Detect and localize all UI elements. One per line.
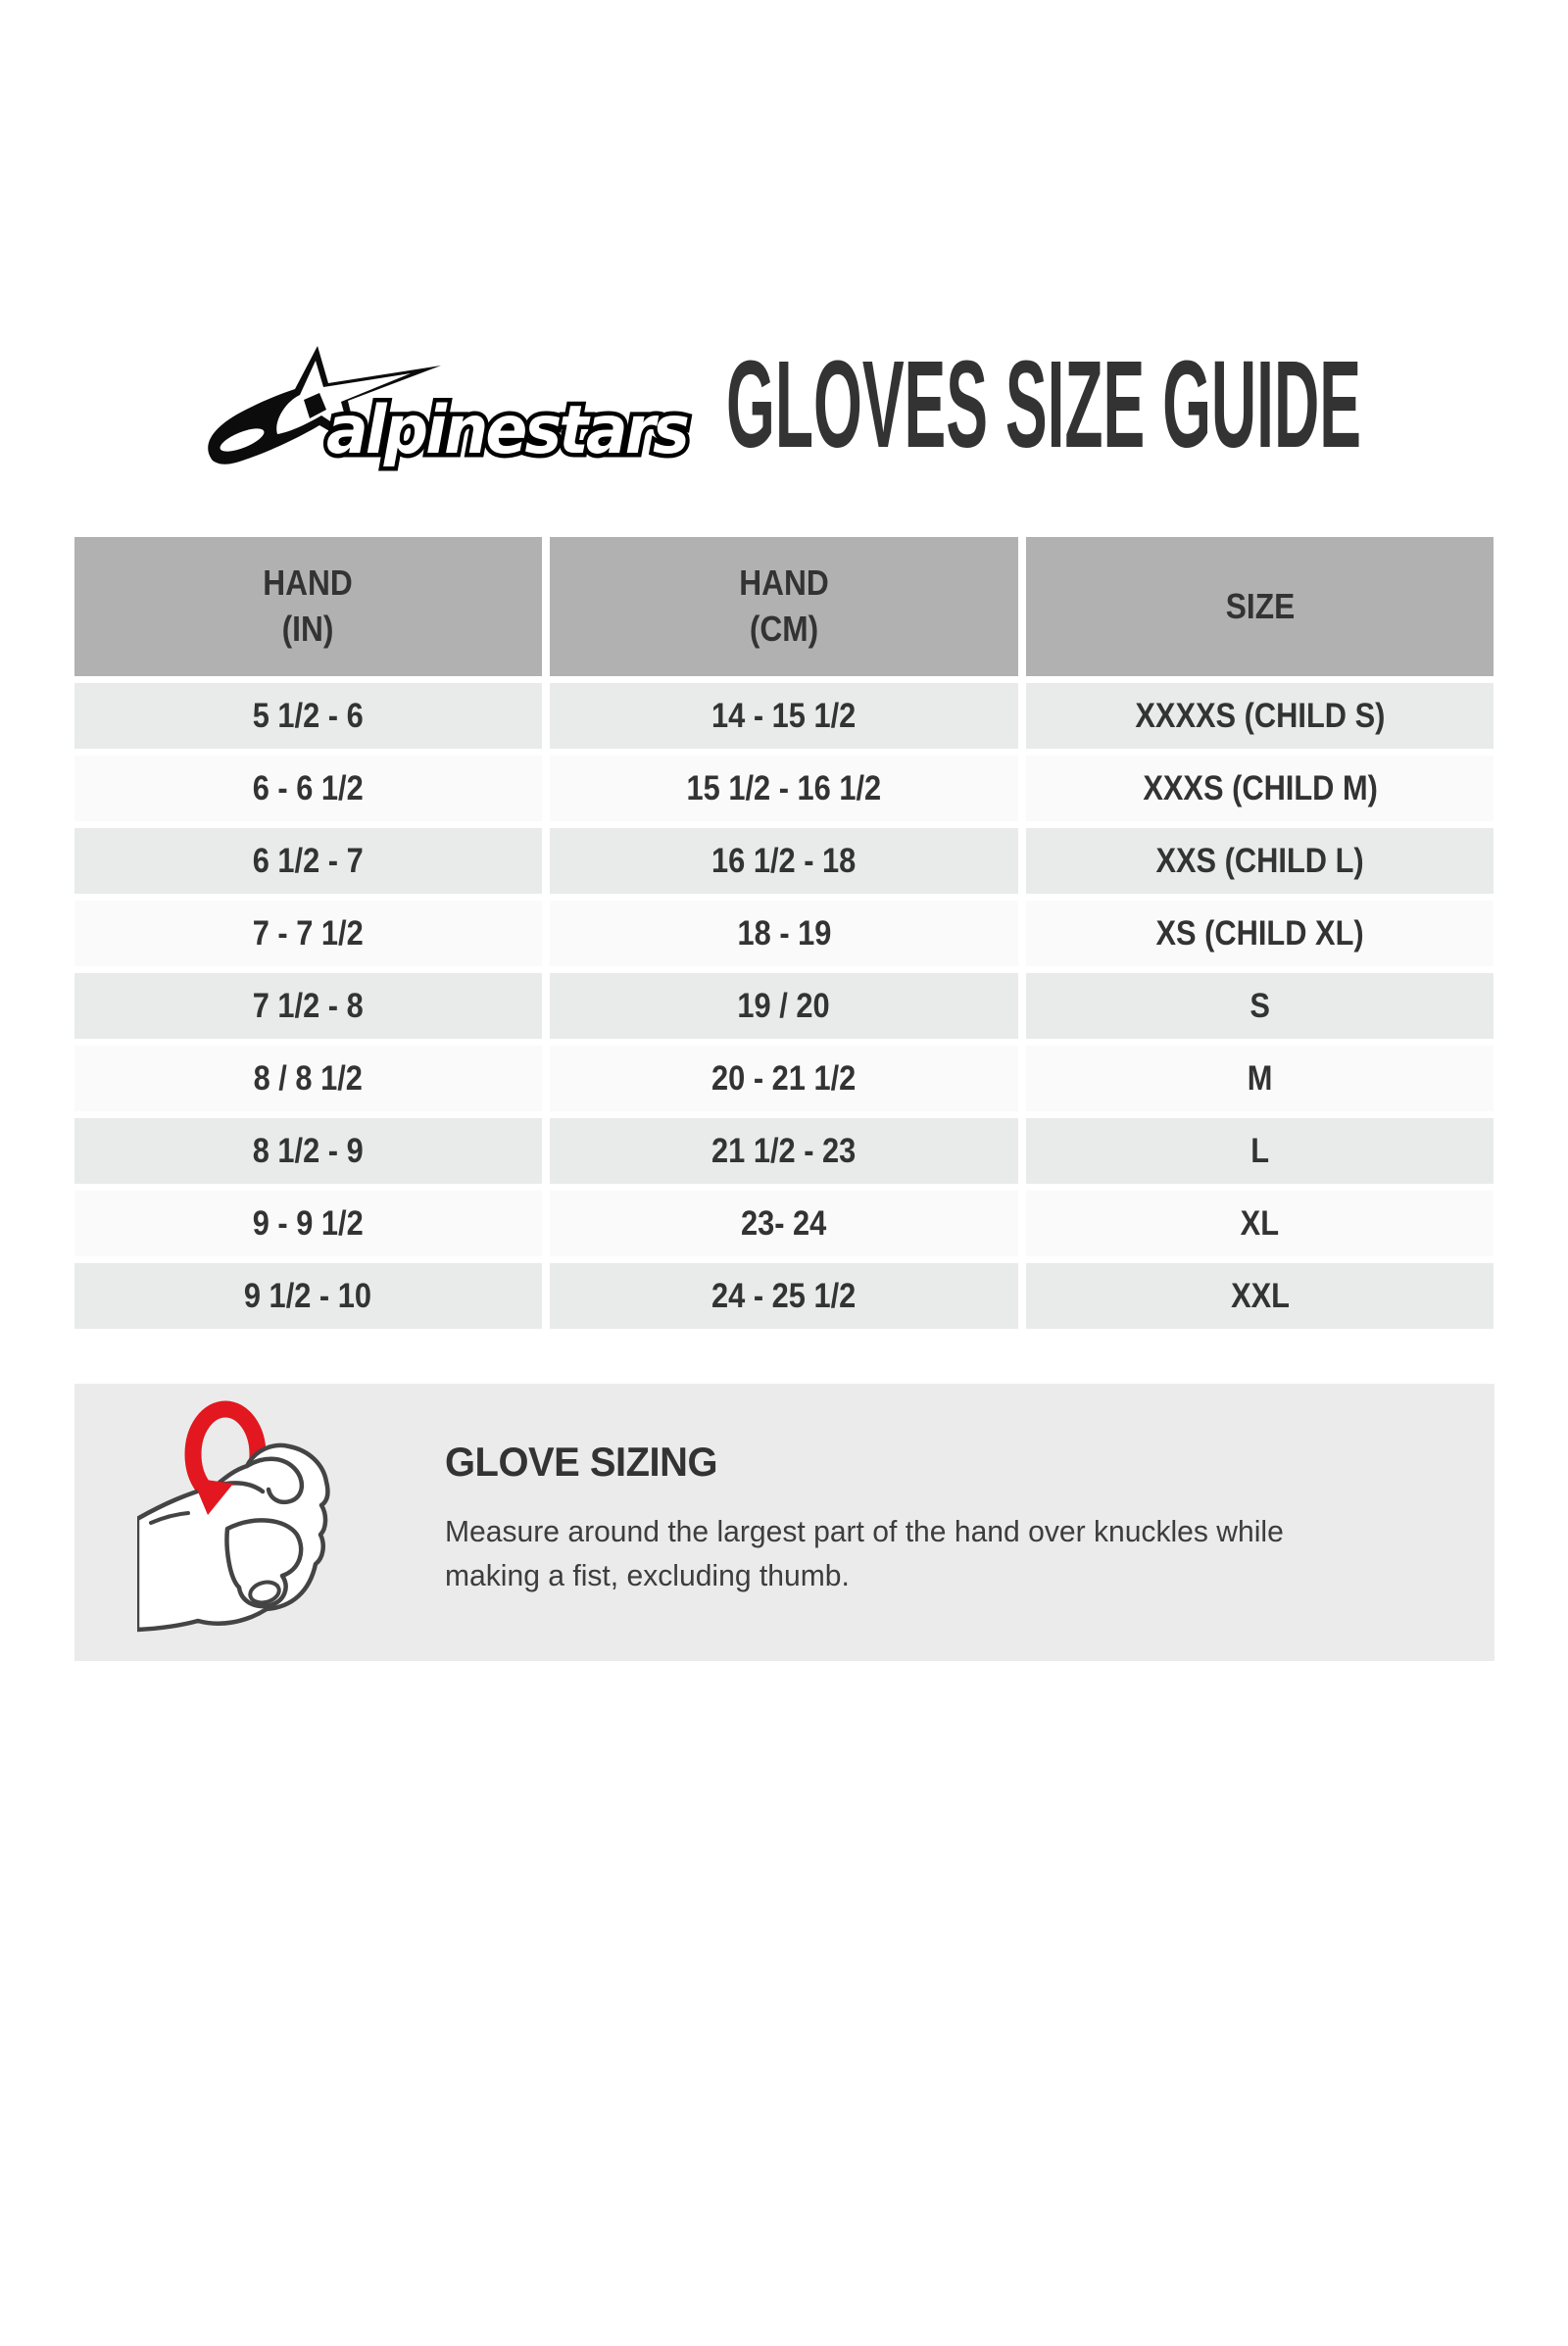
table-cell-size: L (1025, 1118, 1494, 1184)
alpinestars-logo-icon: alpinestars (203, 339, 695, 484)
table-cell-size: XXXS (CHILD M) (1025, 756, 1494, 821)
table-cell-size: M (1025, 1046, 1494, 1111)
table-cell-size: XS (CHILD XL) (1025, 901, 1494, 966)
table-cell-hand_in: 7 1/2 - 8 (74, 973, 543, 1039)
table-cell-hand_cm: 23- 24 (550, 1191, 1018, 1256)
info-body-line2: making a fist, excluding thumb. (444, 1558, 850, 1592)
table-cell-size: XL (1025, 1191, 1494, 1256)
table-cell-hand_cm: 24 - 25 1/2 (550, 1263, 1018, 1329)
table-cell-size: S (1025, 973, 1494, 1039)
table-cell-hand_in: 6 - 6 1/2 (74, 756, 543, 821)
column-header-line: HAND (739, 562, 829, 604)
table-cell-hand_in: 8 / 8 1/2 (74, 1046, 543, 1111)
table-cell-hand_cm: 16 1/2 - 18 (550, 828, 1018, 894)
table-cell-hand_cm: 19 / 20 (550, 973, 1018, 1039)
table-cell-hand_cm: 15 1/2 - 16 1/2 (550, 756, 1018, 821)
column-header-line: (IN) (281, 609, 334, 649)
glove-sizing-info-box: GLOVE SIZING Measure around the largest … (74, 1384, 1494, 1661)
glove-sizing-text: GLOVE SIZING Measure around the largest … (445, 1439, 1464, 1597)
brand-header: alpinestars GLOVES SIZE GUIDE (0, 335, 1568, 484)
table-cell-hand_in: 9 1/2 - 10 (74, 1263, 543, 1329)
column-header-line: HAND (263, 562, 354, 604)
fist-measure-icon (134, 1399, 339, 1633)
info-heading: GLOVE SIZING (444, 1439, 718, 1485)
brand-wordmark: alpinestars (326, 392, 688, 469)
table-cell-size: XXL (1025, 1263, 1494, 1329)
table-cell-hand_in: 9 - 9 1/2 (74, 1191, 543, 1256)
page-title-wrap: GLOVES SIZE GUIDE (724, 335, 1366, 476)
table-cell-hand_cm: 21 1/2 - 23 (550, 1118, 1018, 1184)
table-cell-hand_in: 5 1/2 - 6 (74, 683, 543, 749)
info-body: Measure around the largest part of the h… (445, 1509, 1434, 1597)
table-cell-hand_in: 7 - 7 1/2 (74, 901, 543, 966)
table-cell-hand_in: 8 1/2 - 9 (74, 1118, 543, 1184)
column-header-line: SIZE (1225, 585, 1295, 626)
column-header-hand-cm: HAND (CM) (550, 537, 1018, 676)
table-cell-hand_cm: 20 - 21 1/2 (550, 1046, 1018, 1111)
table-cell-hand_cm: 18 - 19 (550, 901, 1018, 966)
table-cell-hand_cm: 14 - 15 1/2 (550, 683, 1018, 749)
column-header-size: SIZE (1025, 537, 1494, 676)
table-cell-size: XXS (CHILD L) (1025, 828, 1494, 894)
column-header-line: (CM) (749, 609, 819, 649)
table-cell-size: XXXXS (CHILD S) (1025, 683, 1494, 749)
page-title: GLOVES SIZE GUIDE (726, 347, 1361, 473)
info-body-line1: Measure around the largest part of the h… (444, 1514, 1284, 1548)
column-header-hand-in: HAND (IN) (74, 537, 543, 676)
gloves-size-table: HAND (IN) HAND (CM) SIZE 5 1/2 - 6 14 - 1… (74, 537, 1494, 1329)
table-cell-hand_in: 6 1/2 - 7 (74, 828, 543, 894)
